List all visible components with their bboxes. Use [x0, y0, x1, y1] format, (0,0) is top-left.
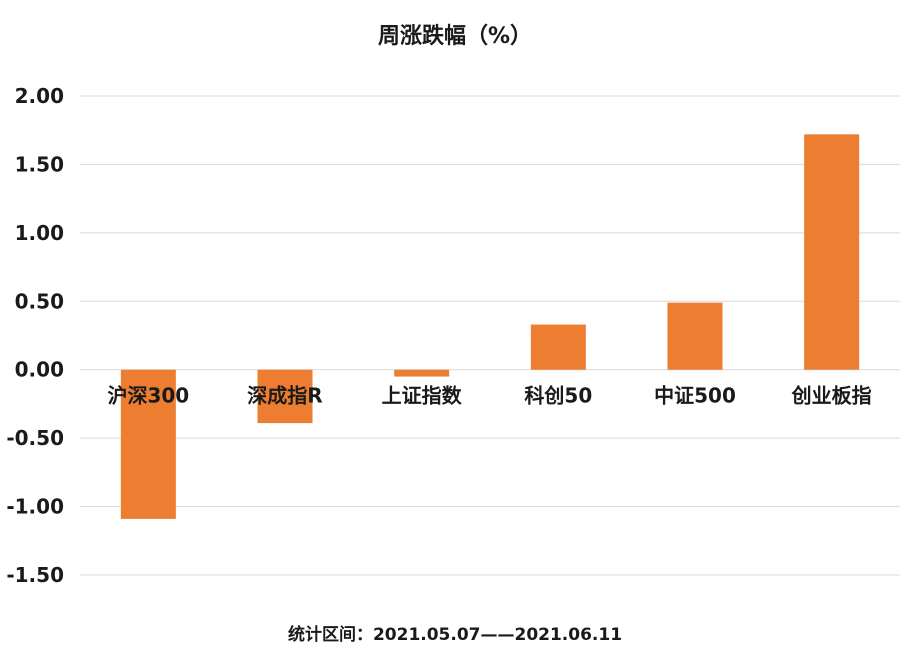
chart-title: 周涨跌幅（%） — [377, 24, 533, 49]
bar — [530, 324, 586, 370]
bar — [667, 302, 723, 370]
x-category-label: 沪深300 — [107, 384, 189, 408]
y-tick-label: -1.00 — [6, 495, 64, 519]
chart-footnote: 统计区间：2021.05.07——2021.06.11 — [287, 625, 623, 645]
y-tick-label: 1.50 — [15, 152, 64, 176]
x-category-label: 科创50 — [524, 384, 592, 408]
y-tick-label: 0.50 — [15, 289, 64, 313]
bar — [804, 134, 860, 370]
x-category-label: 创业板指 — [791, 384, 872, 408]
y-tick-label: 1.00 — [15, 221, 64, 245]
y-tick-label: -0.50 — [6, 426, 64, 450]
y-tick-label: -1.50 — [6, 563, 64, 587]
x-category-label: 中证500 — [654, 384, 736, 408]
bar — [394, 369, 450, 377]
y-tick-label: 2.00 — [15, 84, 64, 108]
y-tick-label: 0.00 — [15, 358, 64, 382]
bar — [257, 369, 313, 424]
x-category-label: 深成指R — [247, 384, 322, 408]
x-category-label: 上证指数 — [382, 384, 463, 408]
bar — [120, 369, 176, 519]
